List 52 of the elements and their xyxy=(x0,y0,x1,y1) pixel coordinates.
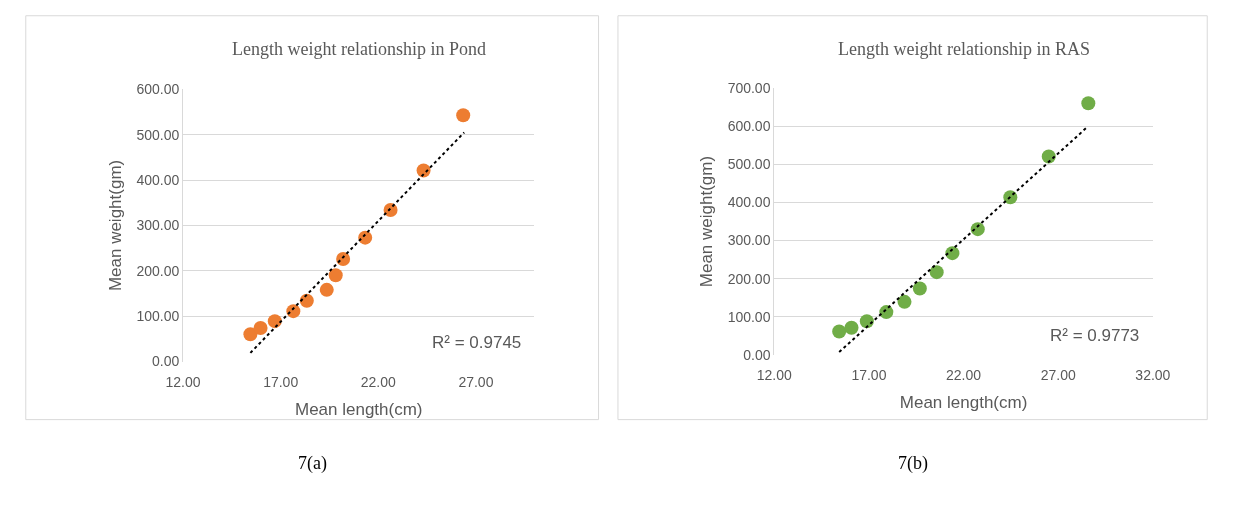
x-tick-label: 22.00 xyxy=(946,366,982,383)
x-tick-label: 12.00 xyxy=(165,373,201,390)
y-tick-label: 400.00 xyxy=(136,171,180,188)
chart-title: Length weight relationship in RAS xyxy=(838,39,1090,59)
point xyxy=(897,294,912,309)
point xyxy=(319,282,334,297)
x-axis-title: Mean length(cm) xyxy=(294,399,423,419)
point xyxy=(844,320,859,335)
point xyxy=(832,324,847,339)
x-tick-label: 22.00 xyxy=(360,373,396,390)
y-axis-title: Mean weight(gm) xyxy=(697,155,717,288)
y-tick-label: 200.00 xyxy=(136,262,180,279)
x-tick-label: 27.00 xyxy=(458,373,494,390)
y-tick-label: 400.00 xyxy=(727,194,771,211)
point xyxy=(456,108,471,123)
point xyxy=(912,281,927,296)
point xyxy=(879,305,894,320)
annotation: R² = 0.9745 xyxy=(432,333,522,352)
point xyxy=(267,314,282,329)
annotation: R² = 0.9773 xyxy=(1050,326,1140,345)
y-tick-label: 0.00 xyxy=(151,353,180,370)
y-tick-label: 200.00 xyxy=(727,270,771,287)
y-tick-label: 100.00 xyxy=(727,308,771,325)
point xyxy=(336,251,351,266)
point xyxy=(328,268,343,283)
x-tick-label: 17.00 xyxy=(263,373,299,390)
point xyxy=(253,320,268,335)
chart-title: Length weight relationship in Pond xyxy=(232,39,486,59)
point xyxy=(243,327,258,342)
text: 7(b) xyxy=(898,453,928,474)
y-tick-label: 0.00 xyxy=(743,346,771,363)
y-tick-label: 300.00 xyxy=(727,232,771,249)
y-tick-label: 700.00 xyxy=(727,80,771,97)
x-tick-label: 12.00 xyxy=(756,366,792,383)
y-tick-label: 500.00 xyxy=(136,126,180,143)
y-axis-title: Mean weight(gm) xyxy=(105,159,125,292)
y-tick-label: 600.00 xyxy=(727,118,771,135)
x-axis-title: Mean length(cm) xyxy=(899,393,1028,413)
y-tick-label: 100.00 xyxy=(136,308,180,325)
point xyxy=(299,293,314,308)
y-tick-label: 500.00 xyxy=(727,156,771,173)
y-tick-label: 300.00 xyxy=(136,217,180,234)
x-tick-label: 32.00 xyxy=(1135,366,1171,383)
point xyxy=(970,222,985,237)
x-tick-label: 17.00 xyxy=(851,366,887,383)
point xyxy=(1003,190,1018,205)
point xyxy=(1081,96,1096,111)
point xyxy=(929,265,944,280)
point xyxy=(859,314,874,329)
y-tick-label: 600.00 xyxy=(136,81,180,98)
text: 7(a) xyxy=(298,453,327,474)
x-tick-label: 27.00 xyxy=(1040,366,1076,383)
